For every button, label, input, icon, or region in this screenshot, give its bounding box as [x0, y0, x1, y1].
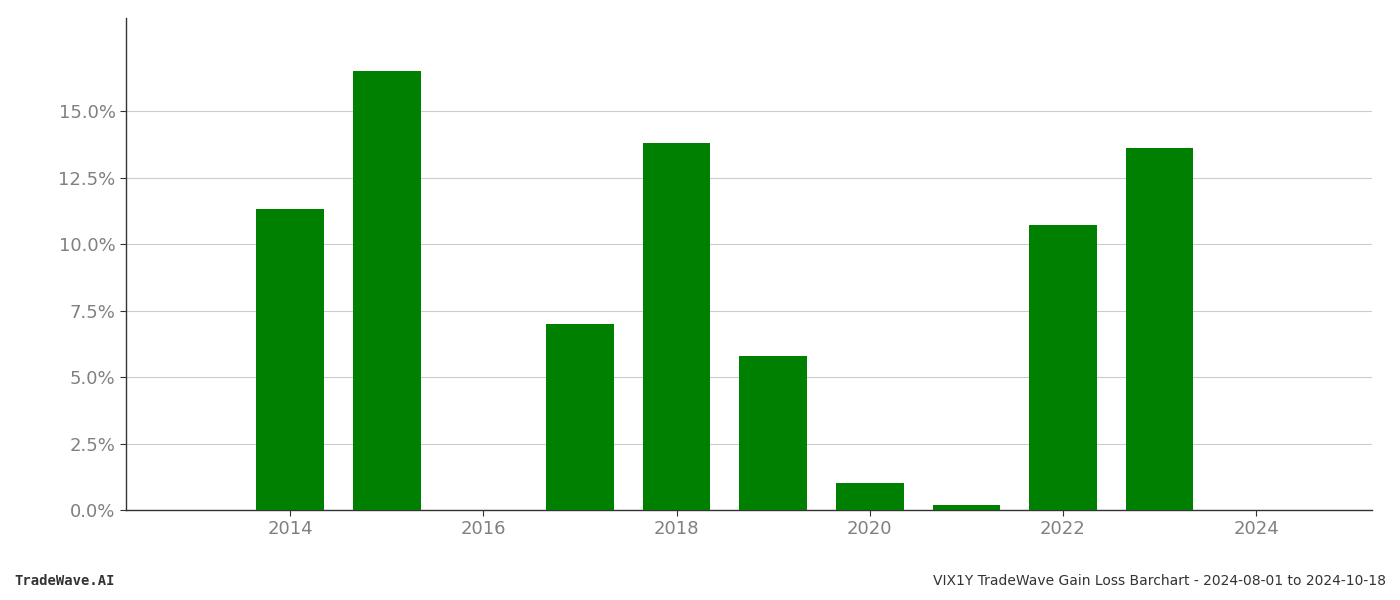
- Bar: [932, 505, 1000, 510]
- Text: VIX1Y TradeWave Gain Loss Barchart - 2024-08-01 to 2024-10-18: VIX1Y TradeWave Gain Loss Barchart - 202…: [932, 574, 1386, 588]
- Bar: [546, 324, 613, 510]
- Bar: [1029, 226, 1096, 510]
- Bar: [643, 143, 710, 510]
- Bar: [256, 209, 323, 510]
- Text: TradeWave.AI: TradeWave.AI: [14, 574, 115, 588]
- Bar: [353, 71, 420, 510]
- Bar: [739, 356, 806, 510]
- Bar: [836, 484, 903, 510]
- Bar: [1126, 148, 1193, 510]
